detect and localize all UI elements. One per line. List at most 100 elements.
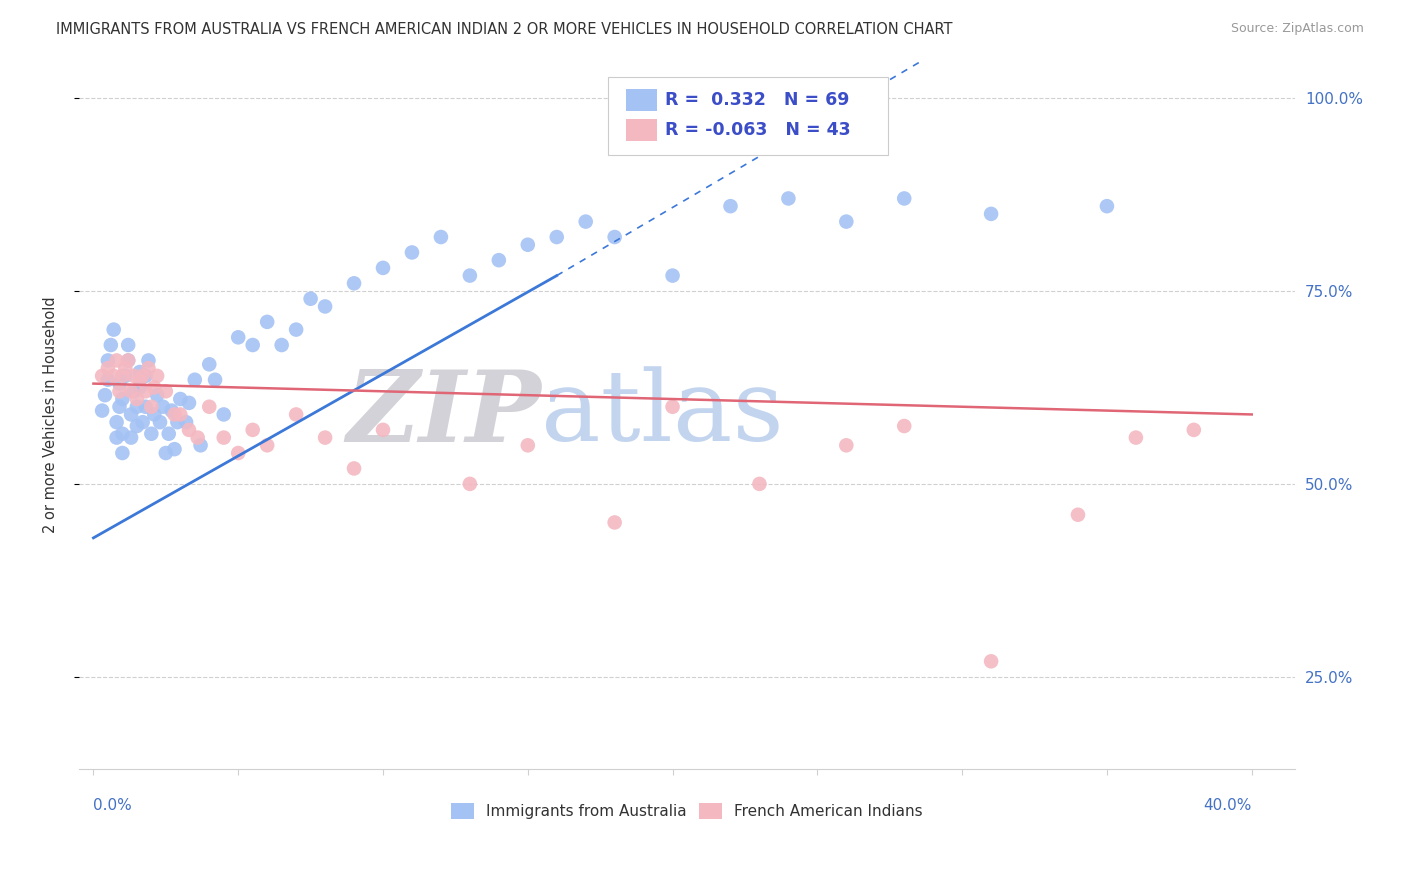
Point <box>108 376 131 391</box>
Point <box>128 380 150 394</box>
Text: Source: ZipAtlas.com: Source: ZipAtlas.com <box>1230 22 1364 36</box>
Point <box>157 426 180 441</box>
Point <box>661 400 683 414</box>
Point <box>198 400 221 414</box>
Point <box>516 237 538 252</box>
Point <box>128 365 150 379</box>
Point <box>720 199 742 213</box>
Point <box>120 408 142 422</box>
Point <box>97 353 120 368</box>
Point <box>893 191 915 205</box>
Point <box>128 373 150 387</box>
Text: R = -0.063   N = 43: R = -0.063 N = 43 <box>665 120 851 139</box>
Point <box>184 373 207 387</box>
Point <box>155 384 177 399</box>
Point <box>135 400 157 414</box>
Point <box>111 446 134 460</box>
Text: 40.0%: 40.0% <box>1204 797 1251 813</box>
Point <box>105 353 128 368</box>
Point <box>835 214 858 228</box>
Point <box>778 191 800 205</box>
Point <box>343 277 366 291</box>
Point <box>256 438 278 452</box>
Point <box>97 361 120 376</box>
Point <box>114 361 136 376</box>
Point <box>198 357 221 371</box>
Point <box>488 253 510 268</box>
Point <box>285 323 308 337</box>
Point <box>226 446 249 460</box>
Point <box>160 403 183 417</box>
Point <box>108 400 131 414</box>
Y-axis label: 2 or more Vehicles in Household: 2 or more Vehicles in Household <box>44 296 58 533</box>
Point <box>401 245 423 260</box>
Text: R =  0.332   N = 69: R = 0.332 N = 69 <box>665 91 849 109</box>
FancyBboxPatch shape <box>607 78 887 155</box>
Point <box>135 368 157 383</box>
Point <box>94 388 117 402</box>
Point <box>343 461 366 475</box>
Point <box>242 423 264 437</box>
Point <box>131 368 153 383</box>
Point <box>187 431 209 445</box>
Point <box>91 403 114 417</box>
Point <box>270 338 292 352</box>
Point <box>299 292 322 306</box>
Point <box>546 230 568 244</box>
Point <box>169 408 191 422</box>
Point <box>516 438 538 452</box>
Point <box>117 353 139 368</box>
Text: atlas: atlas <box>541 367 785 462</box>
Point <box>190 438 212 452</box>
Point <box>122 384 145 399</box>
Point <box>97 373 120 387</box>
Point <box>125 419 148 434</box>
Point <box>131 415 153 429</box>
Point <box>748 476 770 491</box>
FancyBboxPatch shape <box>626 119 657 141</box>
Point <box>314 300 336 314</box>
Point <box>980 654 1002 668</box>
Point <box>166 415 188 429</box>
Point <box>117 338 139 352</box>
Point <box>120 384 142 399</box>
Point <box>163 442 186 457</box>
Point <box>141 400 163 414</box>
Point <box>91 368 114 383</box>
Point <box>138 353 160 368</box>
Point <box>117 353 139 368</box>
Point <box>371 423 394 437</box>
Point <box>163 408 186 422</box>
Point <box>458 476 481 491</box>
Point <box>108 384 131 399</box>
Point <box>111 392 134 406</box>
Legend: Immigrants from Australia, French American Indians: Immigrants from Australia, French Americ… <box>446 797 929 825</box>
Point <box>146 388 169 402</box>
Point <box>143 408 166 422</box>
Point <box>458 268 481 283</box>
Point <box>100 338 122 352</box>
Point <box>152 400 174 414</box>
Point <box>980 207 1002 221</box>
Point <box>1125 431 1147 445</box>
Point <box>103 368 125 383</box>
Point <box>177 423 200 437</box>
Point <box>174 415 197 429</box>
Point <box>143 380 166 394</box>
Point <box>285 408 308 422</box>
Point <box>105 431 128 445</box>
Point <box>212 408 235 422</box>
Point <box>125 400 148 414</box>
Point <box>105 415 128 429</box>
Point <box>138 361 160 376</box>
Point <box>125 392 148 406</box>
Point <box>111 426 134 441</box>
Point <box>177 396 200 410</box>
Point <box>146 368 169 383</box>
Point <box>155 446 177 460</box>
Point <box>135 384 157 399</box>
Text: 0.0%: 0.0% <box>93 797 132 813</box>
Text: ZIP: ZIP <box>346 367 541 463</box>
Point <box>371 260 394 275</box>
Point <box>661 268 683 283</box>
